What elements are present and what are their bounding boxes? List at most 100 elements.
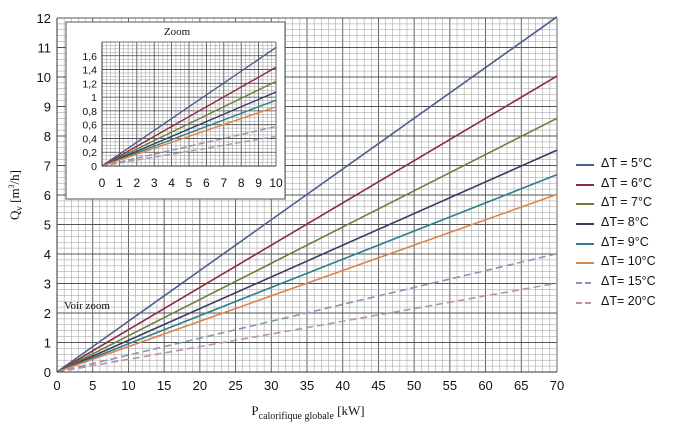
inset-y-tick-label: 0,6 bbox=[82, 120, 97, 132]
main-ticks: 0 5 10 15 20 25 30 35 40 45 50 55 60 65 70012345678910… bbox=[37, 11, 565, 393]
inset-y-tick-label: 0,4 bbox=[82, 133, 97, 145]
voir-zoom-annotation: Voir zoom bbox=[64, 300, 110, 312]
x-axis-title-main: P bbox=[251, 403, 258, 418]
legend-label: ΔT= 20°C bbox=[601, 293, 656, 308]
x-tick-label: 50 bbox=[407, 378, 421, 393]
y-tick-label: 8 bbox=[44, 129, 51, 144]
inset-x-tick-label: 4 bbox=[168, 176, 175, 190]
main-series bbox=[56, 16, 558, 373]
y-tick-label: 10 bbox=[37, 70, 51, 85]
legend-swatch bbox=[576, 282, 594, 285]
y-tick-label: 11 bbox=[38, 41, 52, 56]
legend-label: ΔT = 6°C bbox=[601, 175, 652, 190]
y-tick-label: 1 bbox=[44, 336, 51, 351]
legend-swatch bbox=[576, 301, 594, 304]
series-line bbox=[56, 173, 558, 373]
inset-series-line bbox=[101, 91, 277, 167]
inset-series-line bbox=[101, 106, 277, 167]
legend-item: ΔT= 9°C bbox=[573, 235, 677, 255]
legend-item: ΔT = 5°C bbox=[573, 156, 677, 176]
inset-y-tick-label: 1,2 bbox=[82, 78, 97, 90]
inset-series-line bbox=[101, 125, 277, 167]
legend-swatch bbox=[576, 242, 594, 245]
inset-x-tick-label: 5 bbox=[186, 176, 193, 190]
x-tick-label: 70 bbox=[550, 378, 564, 393]
inset-series-line bbox=[101, 99, 277, 167]
series-line bbox=[56, 193, 558, 373]
legend-label: ΔT= 8°C bbox=[601, 215, 649, 230]
legend-item: ΔT= 20°C bbox=[573, 294, 677, 314]
x-tick-label: 15 bbox=[157, 378, 171, 393]
x-tick-label: 40 bbox=[335, 378, 349, 393]
legend-label: ΔT= 15°C bbox=[601, 274, 656, 289]
legend-label: ΔT= 9°C bbox=[601, 234, 649, 249]
inset-series-line bbox=[101, 135, 277, 167]
series-line bbox=[56, 117, 558, 373]
main-axes bbox=[56, 18, 557, 373]
legend-item: ΔT= 10°C bbox=[573, 254, 677, 274]
inset-series-line bbox=[101, 80, 277, 167]
legend-label: ΔT = 7°C bbox=[601, 195, 652, 210]
legend-swatch bbox=[576, 183, 594, 186]
series-line bbox=[56, 282, 558, 373]
inset-series-line bbox=[101, 46, 277, 167]
y-tick-label: 9 bbox=[44, 100, 51, 115]
legend-swatch bbox=[576, 203, 594, 206]
inset-x-tick-label: 1 bbox=[116, 176, 123, 190]
inset-x-tick-label: 6 bbox=[203, 176, 210, 190]
x-tick-label: 55 bbox=[443, 378, 457, 393]
legend-item: ΔT = 6°C bbox=[573, 176, 677, 196]
inset-x-tick-label: 8 bbox=[238, 176, 245, 190]
inset-y-tick-label: 0,2 bbox=[82, 147, 97, 159]
inset-x-tick-label: 3 bbox=[151, 176, 158, 190]
x-tick-label: 5 bbox=[89, 378, 96, 393]
x-tick-label: 25 bbox=[228, 378, 242, 393]
inset-series-line bbox=[101, 66, 277, 167]
inset-x-tick-label: 2 bbox=[133, 176, 140, 190]
legend-item: ΔT= 15°C bbox=[573, 274, 677, 294]
x-tick-label: 10 bbox=[121, 378, 135, 393]
y-axis-title-unit-post: /h] bbox=[7, 170, 22, 184]
x-tick-label: 30 bbox=[264, 378, 278, 393]
x-tick-label: 20 bbox=[193, 378, 207, 393]
x-tick-label: 65 bbox=[514, 378, 528, 393]
series-line bbox=[56, 149, 558, 373]
series-line bbox=[56, 75, 558, 373]
legend-swatch bbox=[576, 262, 594, 265]
inset-y-tick-label: 1 bbox=[91, 92, 97, 104]
series-line bbox=[56, 16, 558, 373]
inset-x-tick-label: 7 bbox=[220, 176, 227, 190]
x-axis-title-unit: [kW] bbox=[337, 403, 364, 418]
y-axis-title-sub: v bbox=[14, 206, 24, 211]
inset-axes bbox=[101, 42, 276, 167]
x-tick-label: 35 bbox=[300, 378, 314, 393]
x-axis-title-sub: calorifique globale bbox=[259, 411, 335, 422]
inset-y-tick-label: 0,8 bbox=[82, 106, 97, 118]
y-tick-label: 6 bbox=[44, 188, 51, 203]
y-axis-title-main: Q bbox=[7, 210, 22, 220]
y-tick-label: 2 bbox=[44, 306, 51, 321]
y-axis-title-unit-sup: 3 bbox=[7, 184, 16, 188]
y-tick-label: 3 bbox=[44, 277, 51, 292]
y-tick-label: 7 bbox=[44, 159, 51, 174]
inset-y-tick-label: 1,4 bbox=[82, 65, 97, 77]
inset-title: Zoom bbox=[164, 26, 191, 38]
x-tick-label: 45 bbox=[371, 378, 385, 393]
series-line bbox=[56, 252, 558, 373]
y-tick-label: 12 bbox=[37, 11, 51, 26]
inset-x-tick-label: 9 bbox=[255, 176, 262, 190]
inset-series bbox=[101, 46, 277, 167]
legend-item: ΔT= 8°C bbox=[573, 215, 677, 235]
inset-y-tick-label: 0 bbox=[91, 161, 97, 173]
x-tick-label: 0 bbox=[53, 378, 60, 393]
x-axis-title: Pcalorifique globale [kW] bbox=[251, 403, 364, 422]
legend-swatch bbox=[576, 223, 594, 226]
y-tick-label: 4 bbox=[44, 247, 51, 262]
legend: ΔT = 5°C ΔT = 6°C ΔT = 7°C ΔT= 8°C ΔT= 9… bbox=[573, 156, 677, 314]
legend-label: ΔT= 10°C bbox=[601, 254, 656, 269]
legend-swatch bbox=[576, 164, 594, 166]
inset-x-tick-label: 10 bbox=[269, 176, 283, 190]
